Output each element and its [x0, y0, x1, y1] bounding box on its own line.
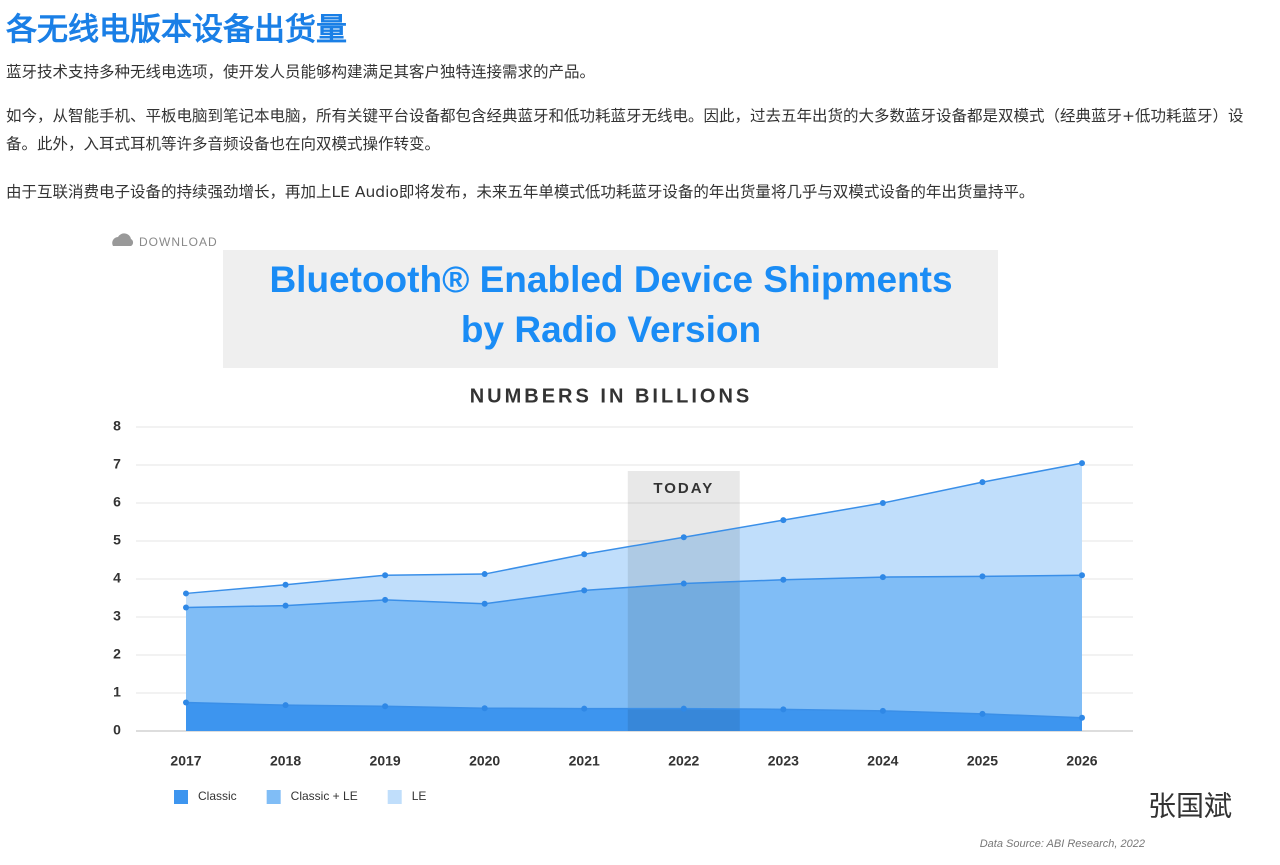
series-line	[185, 574, 1083, 609]
x-tick-label: 2020	[469, 753, 500, 769]
paragraph: 由于互联消费电子设备的持续强劲增长，再加上LE Audio即将发布，未来五年单模…	[6, 183, 1035, 201]
point	[382, 703, 389, 710]
y-tick-label: 0	[113, 722, 121, 738]
download-label[interactable]: DOWNLOAD	[139, 235, 218, 249]
point	[183, 604, 189, 611]
x-tick-label: 2023	[768, 753, 799, 769]
y-tick-label: 4	[113, 570, 121, 586]
point	[879, 707, 886, 714]
title-box	[223, 250, 998, 368]
x-tick-label: 2026	[1066, 753, 1097, 769]
legend-swatch	[174, 790, 188, 804]
annotation: TODAY	[653, 480, 714, 497]
source: Data Source: ABI Research, 2022	[980, 838, 1145, 850]
point	[282, 602, 289, 609]
point	[780, 517, 787, 524]
y-tick-label: 6	[113, 494, 121, 510]
point	[680, 580, 687, 587]
point	[780, 576, 787, 583]
point	[1079, 572, 1085, 579]
y-tick-label: 3	[113, 608, 121, 624]
series-line	[185, 701, 1083, 719]
download-icon[interactable]	[112, 233, 134, 246]
y-tick-label: 8	[113, 418, 121, 434]
x-tick-label: 2025	[967, 753, 998, 769]
point	[780, 706, 787, 713]
legend-swatch	[266, 790, 281, 804]
point	[183, 590, 189, 597]
area	[186, 575, 1082, 718]
watermark: 张国斌	[1148, 790, 1232, 821]
point	[581, 705, 588, 712]
y-tick-label: 7	[113, 456, 121, 472]
point	[481, 705, 488, 712]
x-tick-label: 2019	[370, 753, 401, 769]
legend-swatch	[387, 790, 402, 804]
point	[680, 534, 687, 541]
legend-label: Classic	[198, 789, 237, 803]
y-tick-label: 2	[113, 646, 121, 662]
point	[282, 581, 289, 588]
series-line	[185, 462, 1083, 595]
point	[382, 572, 389, 579]
today-band	[627, 471, 740, 731]
point	[183, 699, 189, 706]
point	[581, 587, 588, 594]
point	[1079, 714, 1085, 721]
area	[186, 702, 1082, 731]
point	[879, 500, 886, 506]
point	[1079, 460, 1085, 467]
point	[581, 551, 588, 558]
point	[979, 479, 986, 486]
point	[382, 596, 389, 603]
area	[186, 463, 1082, 608]
chart-title: Bluetooth® Enabled Device Shipments	[269, 259, 952, 300]
paragraph: 蓝牙技术支持多种无线电选项，使开发人员能够构建满足其客户独特连接需求的产品。	[6, 63, 596, 81]
x-tick-label: 2017	[170, 753, 201, 769]
legend-label: Classic + LE	[291, 789, 358, 803]
point	[979, 710, 986, 717]
x-tick-label: 2021	[569, 753, 600, 769]
point	[282, 702, 289, 709]
point	[481, 571, 488, 578]
chart-subtitle: NUMBERS IN BILLIONS	[470, 385, 753, 407]
point	[979, 573, 986, 580]
y-tick-label: 5	[113, 532, 121, 548]
legend-label: LE	[412, 789, 427, 803]
paragraph: 如今，从智能手机、平板电脑到笔记本电脑，所有关键平台设备都包含经典蓝牙和低功耗蓝…	[6, 107, 1244, 153]
point	[879, 574, 886, 581]
y-tick-label: 1	[113, 684, 121, 700]
x-tick-label: 2018	[270, 753, 301, 769]
chart-title: by Radio Version	[461, 309, 761, 350]
page-title: 各无线电版本设备出货量	[6, 12, 347, 48]
x-tick-label: 2022	[668, 753, 699, 769]
point	[680, 705, 687, 712]
point	[481, 600, 488, 607]
x-tick-label: 2024	[867, 753, 898, 769]
